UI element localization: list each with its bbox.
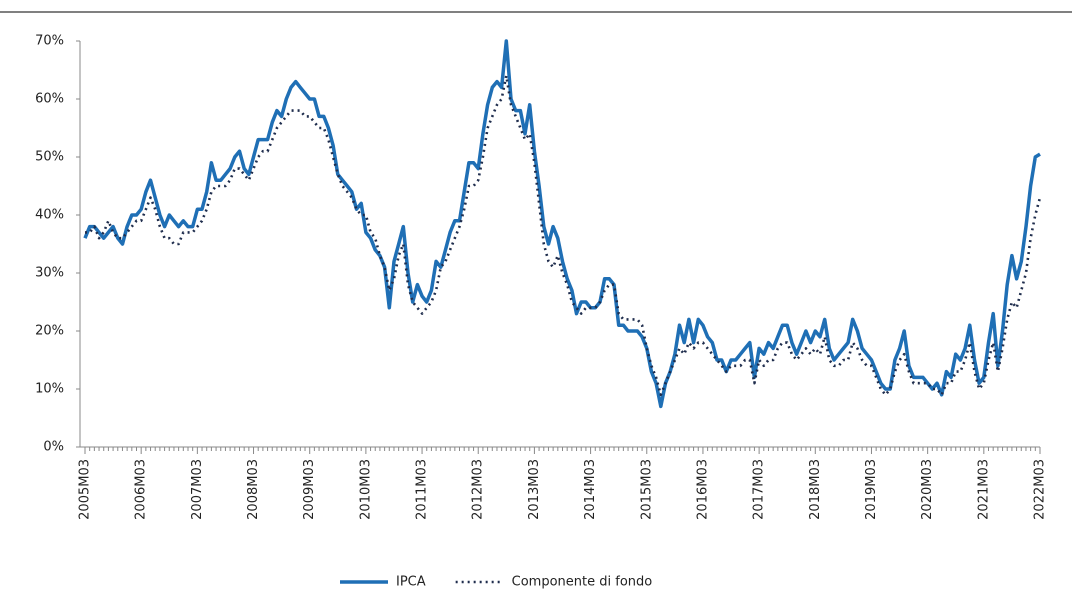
x-tick-label: 2007M03 [190,459,205,520]
x-tick-label: 2011M03 [415,459,430,520]
series-line [85,74,1042,397]
x-tick-label: 2013M03 [527,459,542,520]
y-tick-label: 0% [43,440,64,455]
x-tick-label: 2006M03 [134,459,149,520]
x-tick-label: 2010M03 [358,459,373,520]
x-tick-label: 2012M03 [471,459,486,520]
x-tick-label: 2008M03 [246,459,261,520]
y-tick-label: 30% [35,266,64,281]
x-tick-label: 2021M03 [976,459,991,520]
x-tick-label: 2009M03 [302,459,317,520]
y-tick-label: 40% [35,208,64,223]
x-tick-label: 2014M03 [583,459,598,520]
series-line [83,39,1041,409]
x-tick-label: 2015M03 [639,459,654,520]
x-tick-label: 2020M03 [920,459,935,520]
x-tick-label: 2017M03 [752,459,767,520]
legend-label: Componente di fondo [512,575,653,590]
y-tick-label: 60% [35,92,64,107]
x-tick-label: 2016M03 [695,459,710,520]
y-tick-label: 10% [35,382,64,397]
y-tick-label: 70% [35,34,64,49]
y-tick-label: 50% [35,150,64,165]
legend-label: IPCA [396,575,426,590]
x-tick-label: 2005M03 [78,459,93,520]
x-tick-label: 2022M03 [1033,459,1048,520]
y-tick-label: 20% [35,324,64,339]
x-tick-label: 2019M03 [864,459,879,520]
x-tick-label: 2018M03 [808,459,823,520]
